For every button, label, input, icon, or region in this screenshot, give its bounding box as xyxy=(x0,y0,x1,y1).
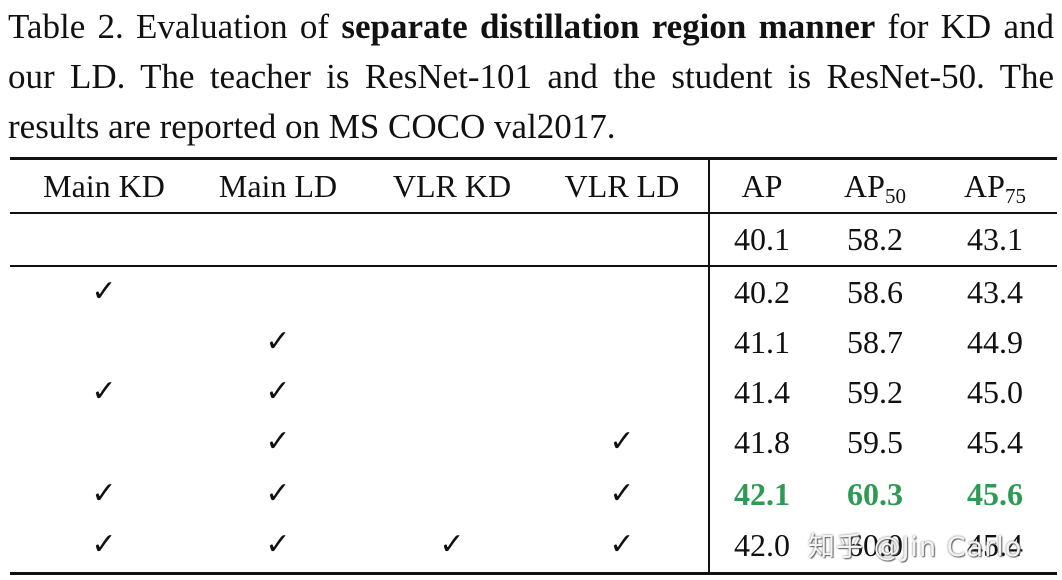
row4-main-ld-check: ✓ xyxy=(265,424,291,459)
row3-ap75: 45.0 xyxy=(967,374,1023,410)
header-ap50-sub: 50 xyxy=(884,184,906,208)
row2-ap75: 44.9 xyxy=(967,324,1023,360)
row6-vlr-ld-check: ✓ xyxy=(609,527,635,562)
caption-bold: separate distillation region manner xyxy=(341,7,876,46)
row5-main-kd-check: ✓ xyxy=(91,476,117,511)
row2-main-ld-check: ✓ xyxy=(265,324,291,359)
row1-ap: 40.2 xyxy=(734,274,790,310)
row5-vlr-ld-check: ✓ xyxy=(609,476,635,511)
header-ap75: AP75 xyxy=(940,168,1050,207)
column-divider xyxy=(708,157,710,574)
row6-ap: 42.0 xyxy=(734,527,790,563)
row4-vlr-ld-check: ✓ xyxy=(609,424,635,459)
watermark-text: 知乎 @Jin Carlo xyxy=(808,532,1023,563)
row1-main-kd-check: ✓ xyxy=(91,274,117,309)
row1-ap50: 58.6 xyxy=(847,274,903,310)
row1-ap75: 43.4 xyxy=(967,274,1023,310)
header-ap75-sub: 75 xyxy=(1004,184,1026,208)
table-top-rule xyxy=(10,157,1057,160)
row2-ap: 41.1 xyxy=(734,324,790,360)
row3-ap: 41.4 xyxy=(734,374,790,410)
row5-ap-best: 42.1 xyxy=(734,476,790,512)
row6-main-ld-check: ✓ xyxy=(265,527,291,562)
baseline-rule xyxy=(10,265,1057,267)
header-ap50: AP50 xyxy=(820,168,930,207)
header-main-ld: Main LD xyxy=(218,168,338,204)
header-ap: AP xyxy=(741,168,783,204)
baseline-ap: 40.1 xyxy=(734,221,790,257)
row3-main-kd-check: ✓ xyxy=(91,374,117,409)
caption-prefix: Table 2. Evaluation of xyxy=(8,7,342,46)
row6-ap50: 60.0 xyxy=(847,527,903,563)
row5-ap75-best: 45.6 xyxy=(967,476,1023,512)
row5-main-ld-check: ✓ xyxy=(265,476,291,511)
header-ap50-base: AP xyxy=(844,168,885,204)
row6-main-kd-check: ✓ xyxy=(91,527,117,562)
row3-main-ld-check: ✓ xyxy=(265,374,291,409)
row4-ap50: 59.5 xyxy=(847,424,903,460)
header-ap75-base: AP xyxy=(964,168,1005,204)
row5-ap50-best: 60.3 xyxy=(847,476,903,512)
header-rule xyxy=(10,212,1057,214)
table-bottom-rule xyxy=(10,572,1057,575)
table-caption: Table 2. Evaluation of separate distilla… xyxy=(8,2,1054,152)
row6-ap75: 45.4 xyxy=(967,527,1023,563)
row2-ap50: 58.7 xyxy=(847,324,903,360)
row3-ap50: 59.2 xyxy=(847,374,903,410)
header-vlr-kd: VLR KD xyxy=(392,168,512,204)
header-vlr-ld: VLR LD xyxy=(564,168,680,204)
baseline-ap50: 58.2 xyxy=(847,221,903,257)
row4-ap75: 45.4 xyxy=(967,424,1023,460)
caption-suffix: for KD and our LD. The teacher is ResNet… xyxy=(8,7,1054,146)
header-main-kd: Main KD xyxy=(43,168,165,204)
row4-ap: 41.8 xyxy=(734,424,790,460)
row6-vlr-kd-check: ✓ xyxy=(439,527,465,562)
baseline-ap75: 43.1 xyxy=(967,221,1023,257)
